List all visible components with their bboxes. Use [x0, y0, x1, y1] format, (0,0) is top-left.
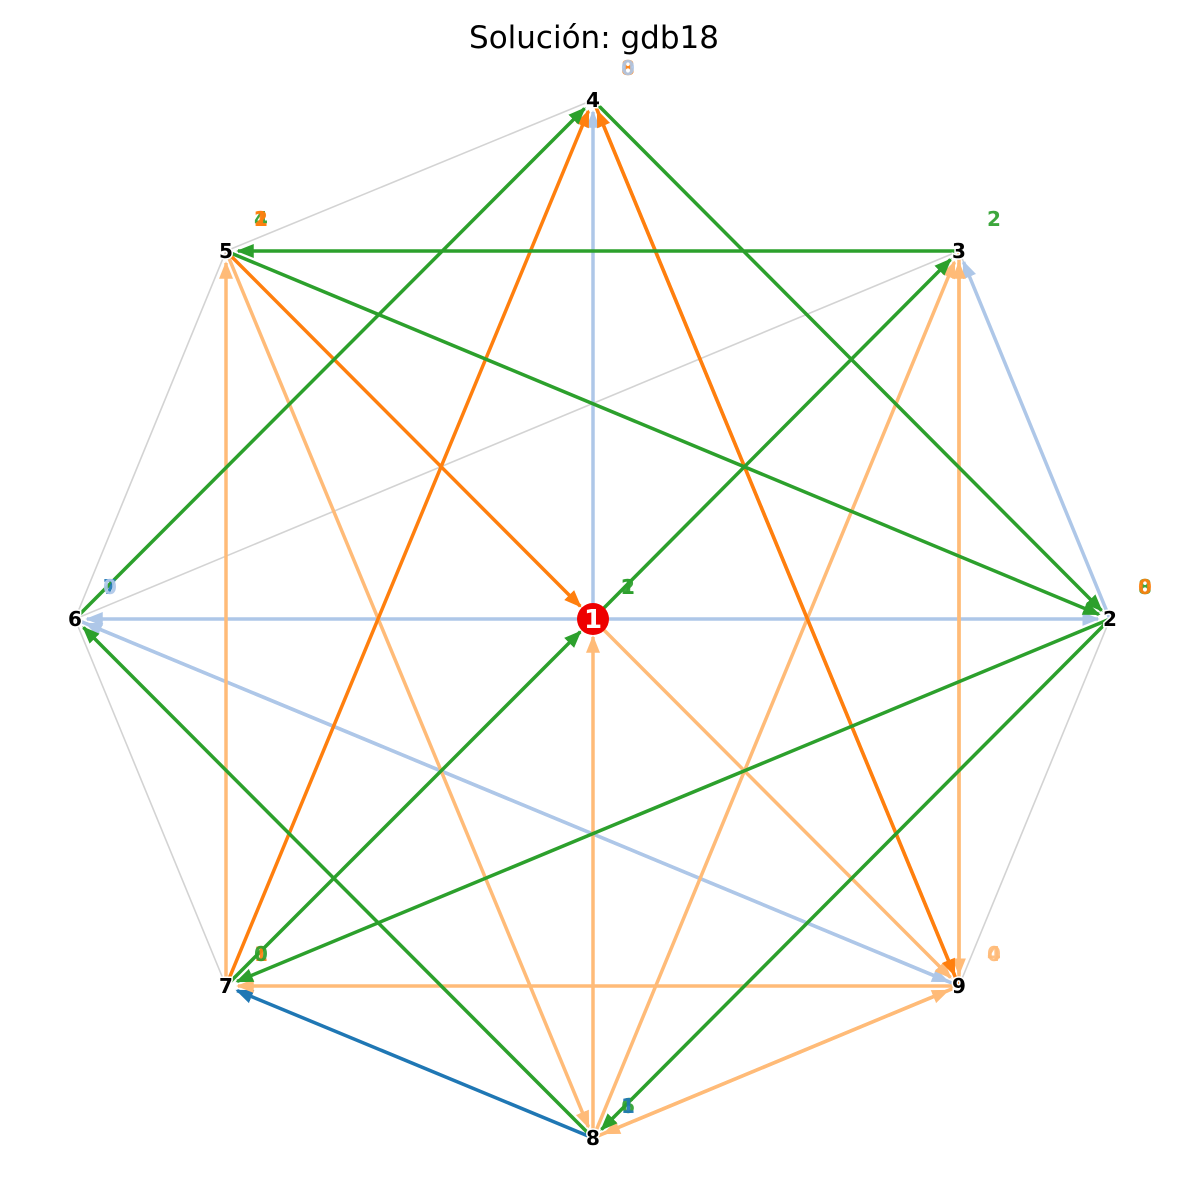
order-label: 0: [621, 56, 635, 80]
node-2: 2: [1102, 606, 1119, 633]
order-label: 2: [987, 207, 1001, 231]
diagram-title: Solución: gdb18: [469, 20, 719, 56]
route-edge-5-8: [225, 252, 591, 1129]
node-label: 4: [586, 88, 600, 112]
route-edge-7-1: [226, 630, 582, 986]
order-label: 0: [254, 942, 268, 966]
route-edge-5-1: [226, 251, 582, 608]
node-7: 7: [218, 973, 235, 1000]
route-edge-1-3: [600, 258, 952, 612]
order-label: 0: [1138, 575, 1152, 599]
depot-node: 1: [577, 603, 609, 635]
order-label-group-6: 70: [103, 575, 117, 599]
order-label: 1: [621, 575, 635, 599]
route-edge-2-7: [235, 618, 1109, 984]
node-label: 7: [219, 974, 233, 998]
order-label-group-5: 412: [254, 207, 268, 231]
order-label: 1: [621, 1094, 635, 1118]
route-edge-6-4: [75, 107, 586, 619]
order-label: 1: [254, 942, 268, 966]
depot-label: 1: [584, 605, 602, 635]
route-edge-5-2: [227, 250, 1101, 617]
base-edge-9-2: [958, 618, 1111, 987]
order-label-group-3: 2: [987, 207, 1001, 231]
base-edge-5-6: [74, 250, 227, 620]
order-label: 4: [987, 942, 1001, 966]
base-edges: [74, 99, 1111, 987]
order-label-group-2: 80: [1138, 575, 1152, 599]
route-edge-9-4: [595, 109, 960, 985]
route-edge-9-6: [84, 621, 958, 987]
node-label: 2: [1103, 607, 1117, 631]
node-label: 8: [586, 1126, 600, 1150]
depot-marker: [577, 603, 609, 635]
order-label: 0: [103, 575, 117, 599]
node-3: 3: [951, 238, 968, 265]
node-label: 3: [952, 239, 966, 263]
order-label-group-8: 61: [621, 1094, 635, 1118]
route-edge-2-3: [961, 260, 1111, 618]
route-edge-8-6: [82, 626, 593, 1138]
route-edge-8-7: [235, 988, 592, 1139]
order-label-group-9: 40: [987, 942, 1001, 966]
node-5: 5: [218, 238, 235, 265]
node-label: 6: [68, 607, 82, 631]
order-label: 1: [254, 207, 268, 231]
order-label: 6: [621, 1094, 635, 1118]
route-edges: [75, 100, 1111, 1139]
base-edge-3-6: [74, 250, 960, 620]
node-9: 9: [951, 973, 968, 1000]
order-label: 8: [1138, 575, 1152, 599]
route-edge-8-3: [592, 260, 957, 1137]
order-label: 8: [621, 56, 635, 80]
base-edge-4-5: [225, 99, 594, 252]
node-4: 4: [585, 87, 602, 114]
order-label: 0: [987, 942, 1001, 966]
order-label-group-4: 80: [621, 56, 635, 80]
node-label: 5: [219, 239, 233, 263]
node-label: 9: [952, 974, 966, 998]
route-edge-2-8: [600, 619, 1110, 1131]
order-label: 2: [254, 207, 268, 231]
base-edge-6-7: [74, 618, 227, 987]
order-label: 7: [103, 575, 117, 599]
order-label-group-7: 10: [254, 942, 268, 966]
node-8: 8: [585, 1125, 602, 1152]
route-edge-4-2: [593, 100, 1103, 612]
route-edge-9-8: [602, 985, 958, 1136]
node-6: 6: [67, 606, 84, 633]
order-label-group-1: 12: [621, 575, 635, 599]
route-edge-1-9: [600, 626, 952, 979]
order-label: 2: [621, 575, 635, 599]
order-label: 4: [254, 207, 268, 231]
route-edge-7-4: [225, 109, 591, 985]
